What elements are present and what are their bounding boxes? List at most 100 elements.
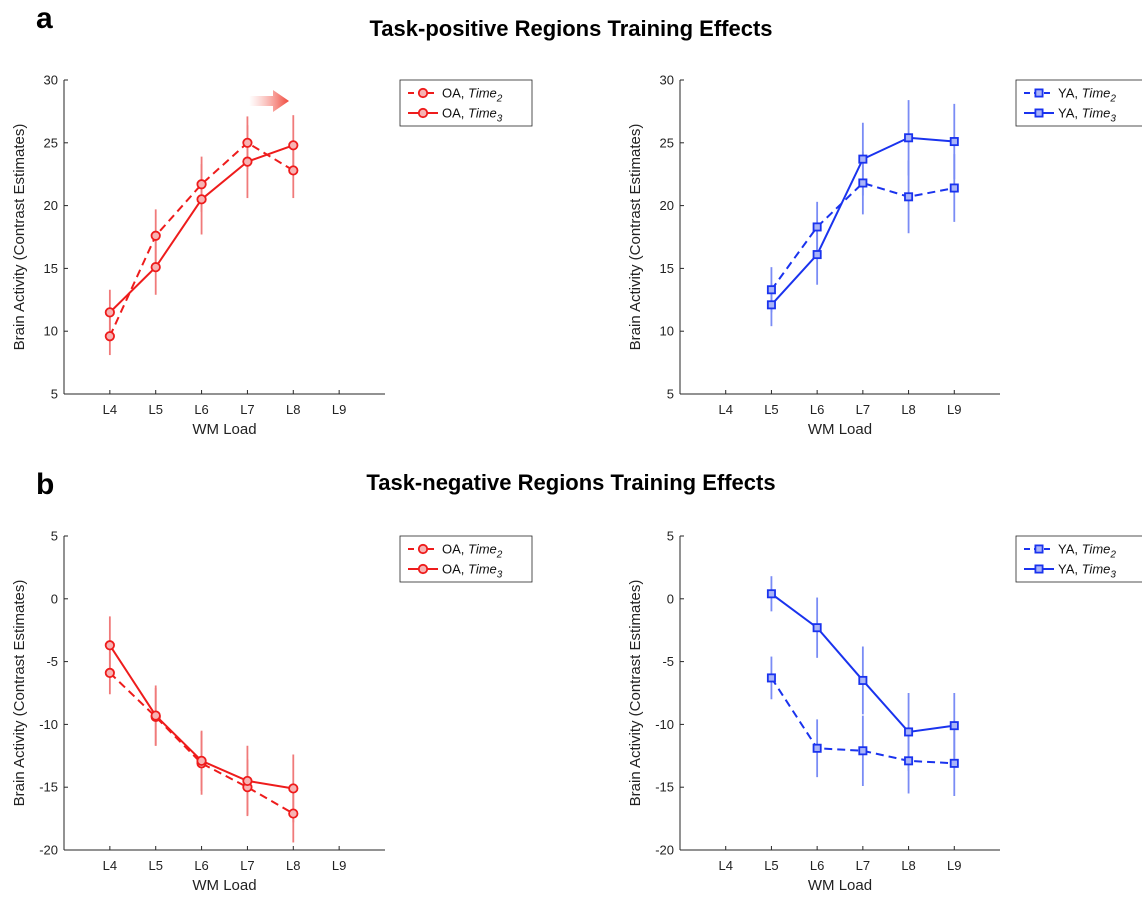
legend-label: OA, Time2 <box>442 542 503 561</box>
x-tick-label: L7 <box>856 402 870 417</box>
data-point <box>242 775 253 787</box>
x-tick-label: L8 <box>901 402 915 417</box>
x-tick-label: L9 <box>332 858 346 873</box>
x-tick-label: L9 <box>947 402 961 417</box>
y-tick-label: -10 <box>39 717 58 732</box>
y-tick-label: -15 <box>655 780 674 795</box>
chart-a-left: 5 10 15 20 25 30 L4 L5 L6 L7 L8 L9 WM Load Brain Acti… <box>11 73 533 438</box>
x-axis-label: WM Load <box>808 421 872 438</box>
legend-label: YA, Time3 <box>1058 562 1116 581</box>
data-point <box>949 721 959 731</box>
y-tick-label: -20 <box>39 843 58 858</box>
y-tick-label: 15 <box>660 261 674 276</box>
data-point <box>242 156 253 167</box>
legend-marker <box>1034 108 1044 118</box>
panel-letter-a: a <box>36 2 53 35</box>
row-title-a: Task-positive Regions Training Effects <box>369 16 772 41</box>
x-tick-label: L8 <box>286 402 300 417</box>
x-tick-label: L6 <box>810 402 824 417</box>
y-tick-label: 20 <box>660 198 674 213</box>
x-tick-label: L8 <box>901 858 915 873</box>
x-tick-label: L5 <box>148 402 162 417</box>
panel-letter-b: b <box>36 468 54 501</box>
y-tick-label: 0 <box>51 591 58 606</box>
data-point <box>150 710 161 721</box>
data-point <box>904 727 914 737</box>
legend-label: OA, Time3 <box>442 562 503 581</box>
data-point <box>858 154 868 164</box>
arrow-icon <box>249 90 289 112</box>
data-point <box>812 222 822 232</box>
y-tick-label: -5 <box>46 654 58 669</box>
y-axis-label: Brain Activity (Contrast Estimates) <box>11 580 28 807</box>
data-point <box>242 137 253 148</box>
x-tick-label: L6 <box>194 402 208 417</box>
y-tick-label: 30 <box>44 73 58 88</box>
x-tick-label: L4 <box>103 858 117 873</box>
x-axis-label: WM Load <box>192 421 256 438</box>
legend-label: OA, Time3 <box>442 106 503 125</box>
legend-marker <box>1034 564 1044 574</box>
data-point <box>104 331 115 342</box>
y-tick-label: 5 <box>51 529 58 544</box>
legend-label: OA, Time2 <box>442 86 503 105</box>
data-point <box>150 262 161 273</box>
y-tick-label: 15 <box>44 261 58 276</box>
x-tick-label: L4 <box>103 402 117 417</box>
series-line-time2 <box>770 677 955 765</box>
x-axis-label: WM Load <box>808 877 872 894</box>
data-point <box>766 673 776 683</box>
data-point <box>288 165 299 176</box>
x-tick-label: L4 <box>718 858 732 873</box>
x-tick-label: L7 <box>240 858 254 873</box>
data-point <box>812 743 822 753</box>
x-tick-label: L5 <box>764 858 778 873</box>
data-point <box>104 640 115 651</box>
data-point <box>904 756 914 766</box>
chart-b-right: -20 -15 -10 -5 0 5 L4 L5 L6 L7 L8 L9 WM Load Brain Ac… <box>627 529 1142 894</box>
legend-box <box>1015 79 1142 127</box>
data-point <box>812 250 822 260</box>
x-axis-label: WM Load <box>192 877 256 894</box>
legend-label: YA, Time3 <box>1058 106 1116 125</box>
data-point <box>766 285 776 295</box>
y-tick-label: 30 <box>660 73 674 88</box>
legend-marker <box>417 87 429 99</box>
legend-marker <box>417 543 429 555</box>
legend-box <box>1015 535 1142 583</box>
y-tick-label: 20 <box>44 198 58 213</box>
data-point <box>949 137 959 147</box>
series-line-time2 <box>109 672 294 815</box>
x-tick-label: L8 <box>286 858 300 873</box>
data-point <box>904 133 914 143</box>
y-tick-label: -15 <box>39 780 58 795</box>
data-point <box>196 194 207 205</box>
x-tick-label: L4 <box>718 402 732 417</box>
legend-box <box>399 535 533 583</box>
y-tick-label: 10 <box>44 324 58 339</box>
x-tick-label: L6 <box>194 858 208 873</box>
y-tick-label: -10 <box>655 717 674 732</box>
data-point <box>196 755 207 766</box>
data-point <box>904 192 914 202</box>
y-tick-label: 0 <box>667 591 674 606</box>
y-tick-label: 25 <box>660 135 674 150</box>
legend-marker <box>417 107 429 119</box>
data-point <box>949 758 959 768</box>
data-point <box>104 667 115 679</box>
x-tick-label: L9 <box>947 858 961 873</box>
x-tick-label: L7 <box>856 858 870 873</box>
y-tick-label: 25 <box>44 135 58 150</box>
data-point <box>104 307 115 318</box>
chart-a-right: 5 10 15 20 25 30 L4 L5 L6 L7 L8 L9 WM Load Brain Acti… <box>627 73 1142 438</box>
x-tick-label: L9 <box>332 402 346 417</box>
legend-marker <box>417 563 429 575</box>
data-point <box>812 623 822 633</box>
x-tick-label: L5 <box>764 402 778 417</box>
data-point <box>858 675 868 685</box>
y-axis-label: Brain Activity (Contrast Estimates) <box>627 124 644 351</box>
legend-label: YA, Time2 <box>1058 542 1116 561</box>
